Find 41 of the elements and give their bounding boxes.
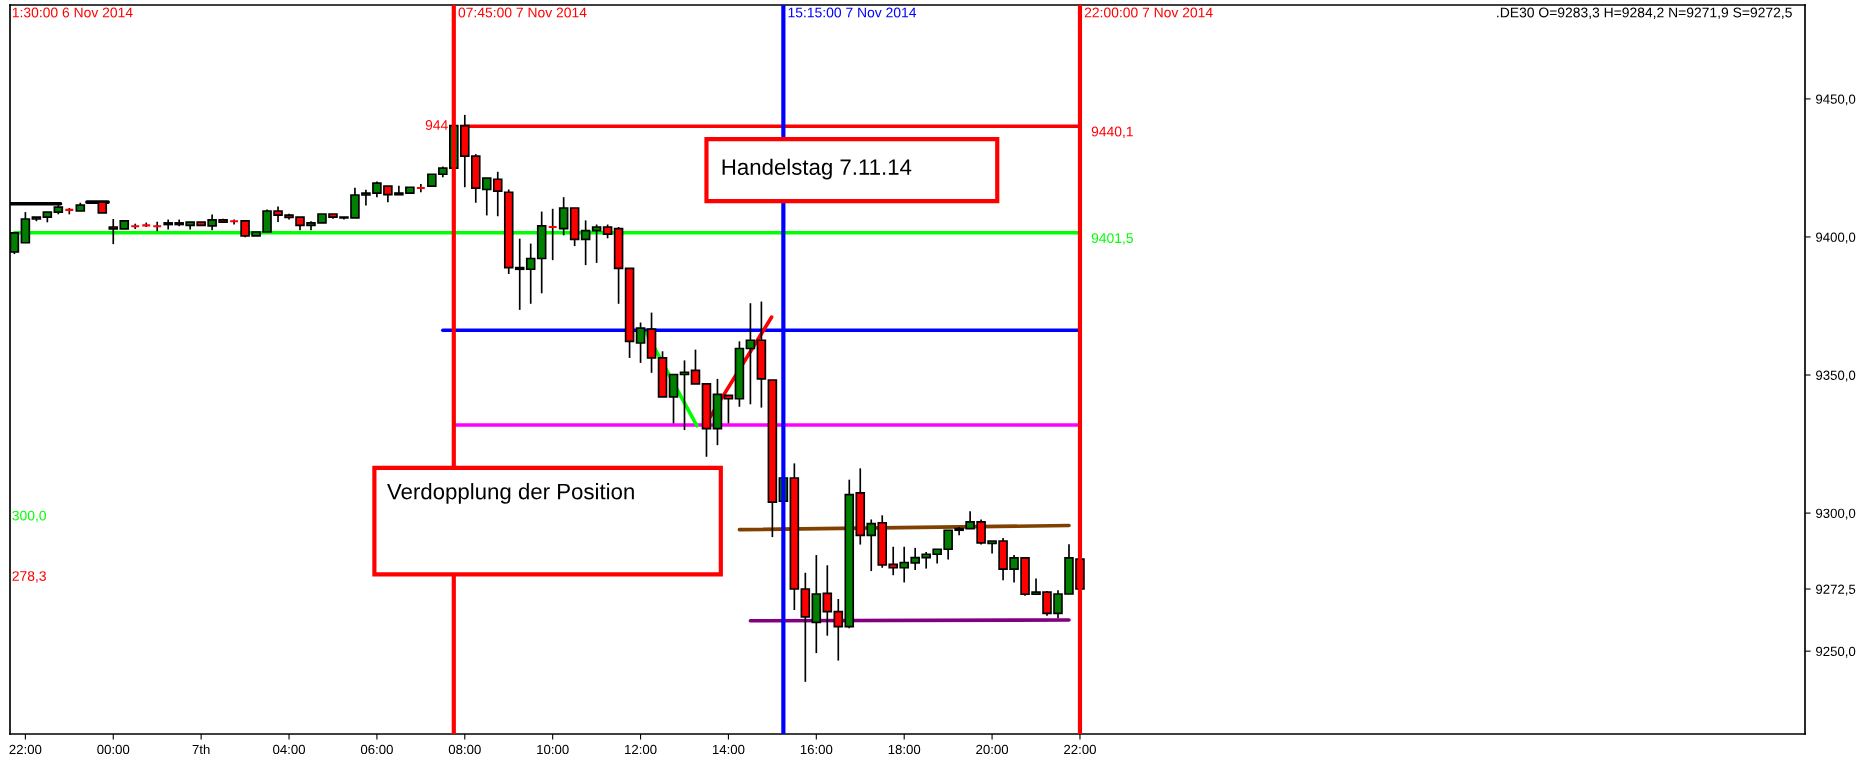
- x-tick-label: 08:00: [448, 744, 481, 755]
- x-tick-label: 10:00: [537, 744, 569, 755]
- x-tick-label: 22:00: [9, 744, 42, 755]
- y-tick-label: 9250,0: [1816, 646, 1856, 658]
- candlestick: [591, 223, 602, 264]
- candlestick: [635, 321, 646, 364]
- x-tick-label: 04:00: [273, 744, 306, 755]
- annotation: 9401,5: [1091, 233, 1133, 245]
- candlestick: [822, 564, 833, 637]
- annotation: 278,3: [12, 571, 46, 583]
- ref-line-label: 15:15:00 7 Nov 2014: [788, 7, 917, 18]
- candlestick: [690, 348, 701, 385]
- x-tick-label: 06:00: [360, 744, 393, 755]
- y-tick-label: 9300,0: [1816, 508, 1856, 520]
- y-tick-label: 9272,5: [1816, 584, 1856, 596]
- y-tick-label: 9350,0: [1816, 370, 1856, 382]
- annotation: Handelstag 7.11.14: [722, 158, 912, 180]
- ref-line-label: 22:00:00 7 Nov 2014: [1084, 7, 1213, 18]
- x-tick-label: 22:00: [1064, 744, 1096, 755]
- x-tick-label: 20:00: [976, 744, 1009, 755]
- annotation: .DE30 O=9283,3 H=9284,2 N=9271,9 S=9272,5: [1497, 7, 1792, 20]
- y-tick-label: 9400,0: [1816, 232, 1856, 244]
- candlestick: [20, 211, 31, 244]
- candlestick: [668, 373, 679, 425]
- candlestick: [580, 219, 591, 266]
- ref-line-label: 07:45:00 7 Nov 2014: [458, 7, 587, 18]
- x-tick-label: 12:00: [625, 744, 657, 755]
- candlestick: [745, 302, 756, 406]
- candlestick: [679, 359, 690, 431]
- annotation: 9440,1: [1091, 126, 1133, 139]
- annotation: 944: [425, 120, 448, 130]
- x-tick-label: 16:00: [800, 744, 833, 755]
- annotation: 1:30:00 6 Nov 2014: [12, 7, 133, 18]
- x-tick-label: 14:00: [712, 744, 745, 755]
- candlestick: [558, 196, 569, 237]
- annotation: 300,0: [12, 510, 47, 523]
- y-tick-label: 9450,0: [1816, 94, 1856, 106]
- x-tick-label: 00:00: [97, 744, 130, 755]
- annotation: Verdopplung der Position: [387, 483, 634, 504]
- x-tick-label: 7th: [192, 744, 210, 755]
- x-tick-label: 18:00: [888, 744, 921, 755]
